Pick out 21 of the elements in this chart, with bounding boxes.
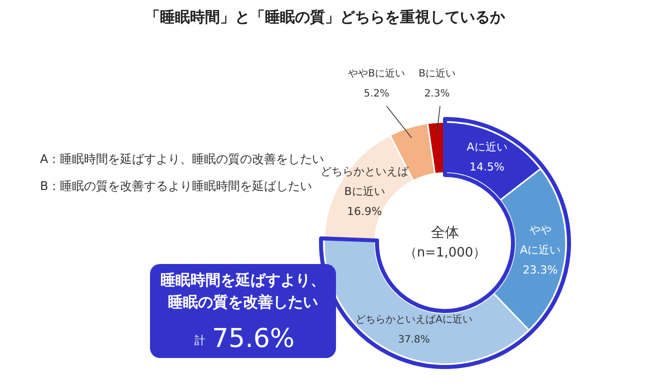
text: B：睡眠の質を改善するより睡眠時間を延ばしたい bbox=[40, 179, 312, 193]
text: （n=1,000） bbox=[404, 246, 486, 260]
data-label: 14.5% bbox=[470, 160, 504, 174]
slice-label: どちらかといえばAに近い bbox=[356, 314, 472, 326]
chart-title: 「睡眠時間」と「睡眠の質」どちらを重視しているか bbox=[145, 8, 506, 26]
data-label: 16.9% bbox=[347, 205, 382, 218]
slice-label: どちらかといえば Bに近い bbox=[320, 165, 410, 198]
text: 計 bbox=[194, 334, 206, 347]
data-label: 5.2% bbox=[364, 88, 390, 100]
data-label: 37.8% bbox=[398, 334, 430, 346]
text: 睡眠の質を改善したい bbox=[168, 293, 318, 311]
slice-label: ややBに近い bbox=[348, 68, 405, 80]
text: 全体 bbox=[431, 225, 459, 241]
slice-label: やや Aに近い bbox=[520, 223, 561, 256]
text: 睡眠時間を延ばすより、 bbox=[160, 271, 326, 289]
data-label: 2.3% bbox=[424, 88, 450, 100]
text: A：睡眠時間を延ばすより、睡眠の質の改善をしたい bbox=[40, 152, 324, 166]
slice-label: Bに近い bbox=[418, 68, 456, 80]
slice-label: Aに近い bbox=[466, 140, 508, 154]
data-label: 23.3% bbox=[522, 263, 558, 276]
text: 75.6% bbox=[212, 324, 295, 354]
